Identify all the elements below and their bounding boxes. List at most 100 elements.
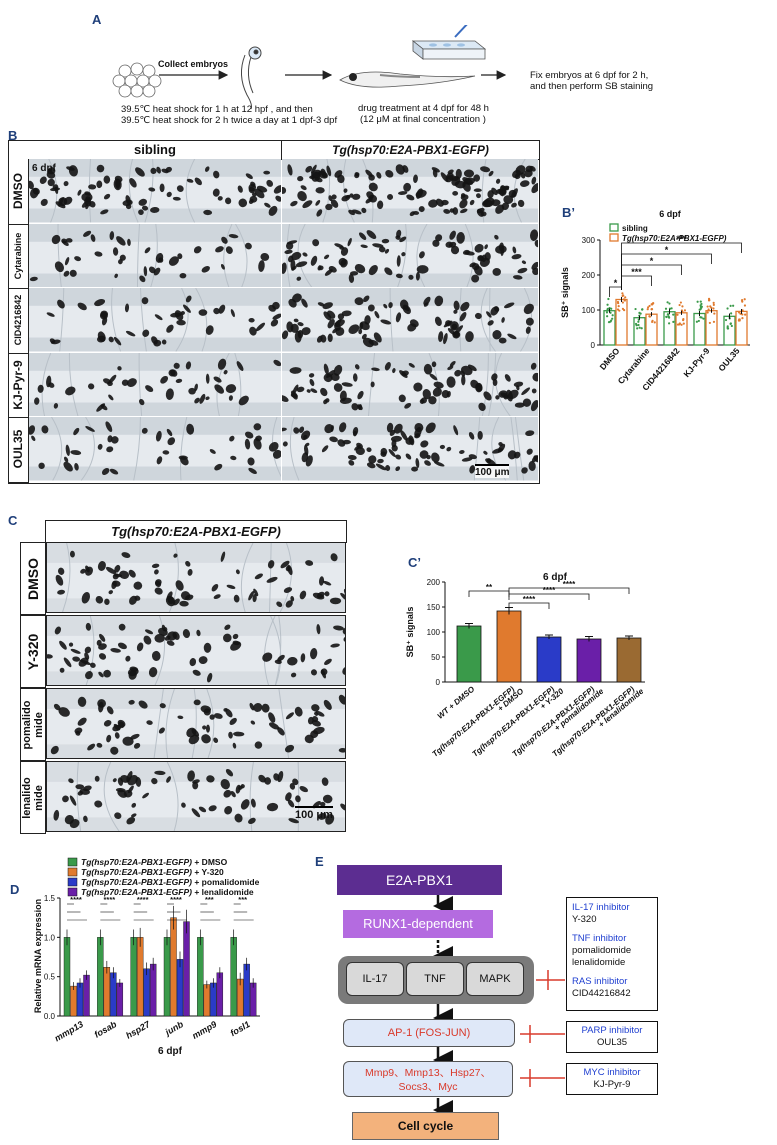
chart-title: 6 dpf [659, 209, 682, 219]
panel-letter-b: B [8, 128, 18, 143]
legend-swatch [67, 877, 78, 887]
stage-label: 6 dpf [32, 163, 56, 174]
y-tick-label: 1.5 [44, 894, 56, 903]
bar-1-2 [136, 937, 144, 1017]
bar-4 [616, 637, 642, 683]
bar-1-1 [103, 967, 111, 1017]
data-point [638, 311, 641, 314]
e2a-pbx1-box: E2A-PBX1 [337, 865, 502, 895]
y-axis-label: Relative mRNA expression [33, 899, 43, 1013]
lenalidomide-label: lenalidomide [572, 957, 626, 968]
panel-letter-e: E [315, 854, 324, 869]
data-point [708, 321, 711, 325]
scale-bar-label-c: 100 μm [295, 806, 333, 821]
c-row-label-line: Y-320 [25, 633, 41, 670]
data-point [680, 323, 683, 326]
data-point [606, 307, 609, 310]
legend-swatch [609, 223, 619, 232]
y-tick-label: 100 [582, 306, 596, 315]
data-point [712, 320, 716, 323]
x-tick-label: mmp9 [190, 1019, 218, 1041]
data-point [730, 324, 733, 328]
data-point [713, 312, 716, 315]
data-point [699, 308, 702, 311]
legend-label-genotype: Tg(hsp70:E2A-PBX1-EGFP) [81, 867, 192, 877]
drug-line-1: drug treatment at 4 dpf for 48 h [358, 103, 489, 114]
data-point [706, 311, 709, 314]
bar-0-3 [163, 937, 171, 1017]
c-row-label-text: pomalido mide [21, 700, 45, 749]
bar-2-1 [110, 972, 117, 1017]
data-point [740, 299, 744, 302]
bar-1-3 [705, 310, 718, 346]
data-point [637, 323, 640, 327]
legend-label-genotype: Tg(hsp70:E2A-PBX1-EGFP) [81, 887, 192, 897]
data-point [737, 311, 741, 314]
data-point [712, 301, 715, 304]
bar-2-3 [176, 959, 184, 1017]
legend-swatch [67, 887, 78, 897]
significance-label: *** [205, 895, 214, 904]
data-point [697, 319, 700, 323]
bar-3 [576, 638, 602, 683]
data-point [665, 315, 668, 319]
data-point [699, 316, 702, 319]
bar-2-4 [210, 982, 217, 1017]
c-row-label-line: lenalido [21, 776, 33, 819]
x-tick-label: WT + DMSO [436, 684, 477, 721]
c-row-label-text: DMSO [25, 558, 41, 600]
data-point [724, 318, 728, 322]
row-label-cid4216842: CID4216842 [8, 288, 29, 354]
y-tick-label: 200 [427, 578, 441, 587]
ras-inhibitor-drug: CID44216842 [572, 988, 631, 999]
data-point [611, 314, 614, 317]
y-tick-label: 0 [591, 341, 596, 350]
data-point [729, 304, 732, 307]
il17-inhibitor-title: IL-17 inhibitor [572, 902, 630, 913]
y-tick-label: 0.5 [44, 973, 56, 982]
tnf-box: TNF [406, 962, 464, 996]
data-point [641, 308, 644, 311]
y-tick-label: 0 [436, 678, 441, 687]
inhibitor-box-parp: PARP inhibitor OUL35 [566, 1021, 658, 1053]
data-point [707, 308, 710, 311]
significance-label: ** [486, 583, 493, 592]
data-point [679, 301, 682, 304]
heat-shock-line-1: 39.5℃ heat shock for 1 h at 12 hpf , and… [121, 104, 313, 115]
data-point [726, 327, 729, 330]
legend-label-treatment: + pomalidomide [192, 877, 260, 887]
larva-icon [339, 71, 476, 88]
data-point [678, 303, 681, 307]
data-point [652, 301, 655, 305]
myc-inhibitor-title: MYC inhibitor [583, 1067, 641, 1078]
c-row-label-1: Y-320 [20, 615, 46, 688]
x-tick-label: OUL35 [716, 346, 741, 374]
data-point [676, 313, 679, 316]
significance-label: **** [137, 895, 149, 904]
target-genes-line-2: Socs3、Myc [398, 1081, 458, 1093]
data-point [605, 311, 609, 314]
data-point [738, 318, 741, 321]
bar-0 [456, 625, 482, 683]
data-point [647, 306, 650, 309]
y-tick-label: 150 [427, 603, 441, 612]
significance-label: **** [70, 895, 82, 904]
il17-box: IL-17 [346, 962, 404, 996]
bar-1-0 [70, 985, 77, 1017]
significance-label: *** [676, 234, 687, 244]
ras-inhibitor-title: RAS inhibitor [572, 976, 628, 987]
data-point [710, 306, 713, 309]
drug-line-2: (12 μM at final concentration ) [360, 114, 486, 125]
scale-bar-label-b: 100 μm [475, 464, 510, 478]
x-tick-label: KJ-Pyr-9 [681, 346, 711, 379]
myc-inhibitor-drug: KJ-Pyr-9 [593, 1079, 631, 1090]
panel-c-header: Tg(hsp70:E2A-PBX1-EGFP) [45, 520, 347, 543]
legend-swatch [609, 233, 619, 242]
y-tick-label: 0.0 [44, 1012, 56, 1021]
row-label-dmso: DMSO [8, 159, 29, 225]
bar-0-1 [633, 317, 646, 346]
bar-2-5 [243, 963, 250, 1017]
tg-image-0 [282, 159, 538, 223]
panel-letter-d: D [10, 882, 20, 897]
y-tick-label: 300 [582, 236, 596, 245]
